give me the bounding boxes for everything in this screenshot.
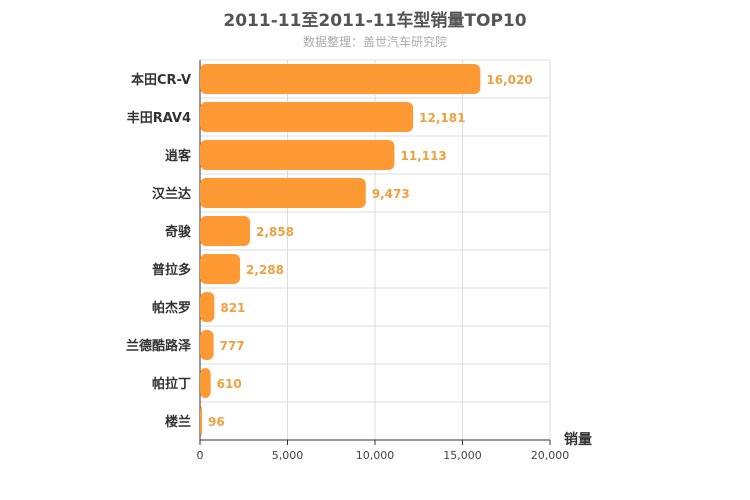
- data-label: 9,473: [372, 187, 410, 201]
- bar: [200, 368, 211, 398]
- data-label: 11,113: [400, 149, 446, 163]
- bar: [200, 140, 395, 170]
- data-label: 2,288: [246, 263, 284, 277]
- category-label: 楼兰: [165, 414, 191, 430]
- x-tick-label: 20,000: [531, 449, 570, 462]
- bar: [200, 330, 214, 360]
- category-label: 丰田RAV4: [127, 110, 191, 126]
- bar: [200, 216, 251, 246]
- chart-title: 2011-11至2011-11车型销量TOP10: [223, 11, 527, 31]
- bar: [200, 292, 215, 322]
- bar: [200, 178, 366, 208]
- category-label: 汉兰达: [152, 186, 191, 202]
- category-label: 帕拉丁: [152, 376, 191, 392]
- bar: [200, 406, 202, 436]
- data-label: 96: [208, 415, 225, 429]
- category-label: 逍客: [165, 148, 192, 164]
- data-label: 12,181: [419, 111, 465, 125]
- category-label: 普拉多: [152, 262, 191, 278]
- x-tick-label: 5,000: [272, 449, 304, 462]
- data-label: 610: [217, 377, 242, 391]
- data-label: 777: [220, 339, 245, 353]
- x-axis-label: 销量: [564, 431, 592, 448]
- category-label: 帕杰罗: [152, 300, 191, 316]
- data-label: 821: [220, 301, 245, 315]
- bar: [200, 102, 414, 132]
- category-label: 奇骏: [165, 224, 192, 240]
- x-tick-label: 10,000: [356, 449, 395, 462]
- bar: [200, 254, 241, 284]
- x-tick-label: 0: [197, 449, 204, 462]
- chart-subtitle: 数据整理：盖世汽车研究院: [302, 35, 447, 49]
- category-label: 本田CR-V: [131, 72, 191, 88]
- data-label: 2,858: [256, 225, 294, 239]
- category-label: 兰德酷路泽: [126, 338, 192, 354]
- x-tick-label: 15,000: [443, 449, 482, 462]
- data-label: 16,020: [486, 73, 532, 87]
- bar: [200, 64, 481, 94]
